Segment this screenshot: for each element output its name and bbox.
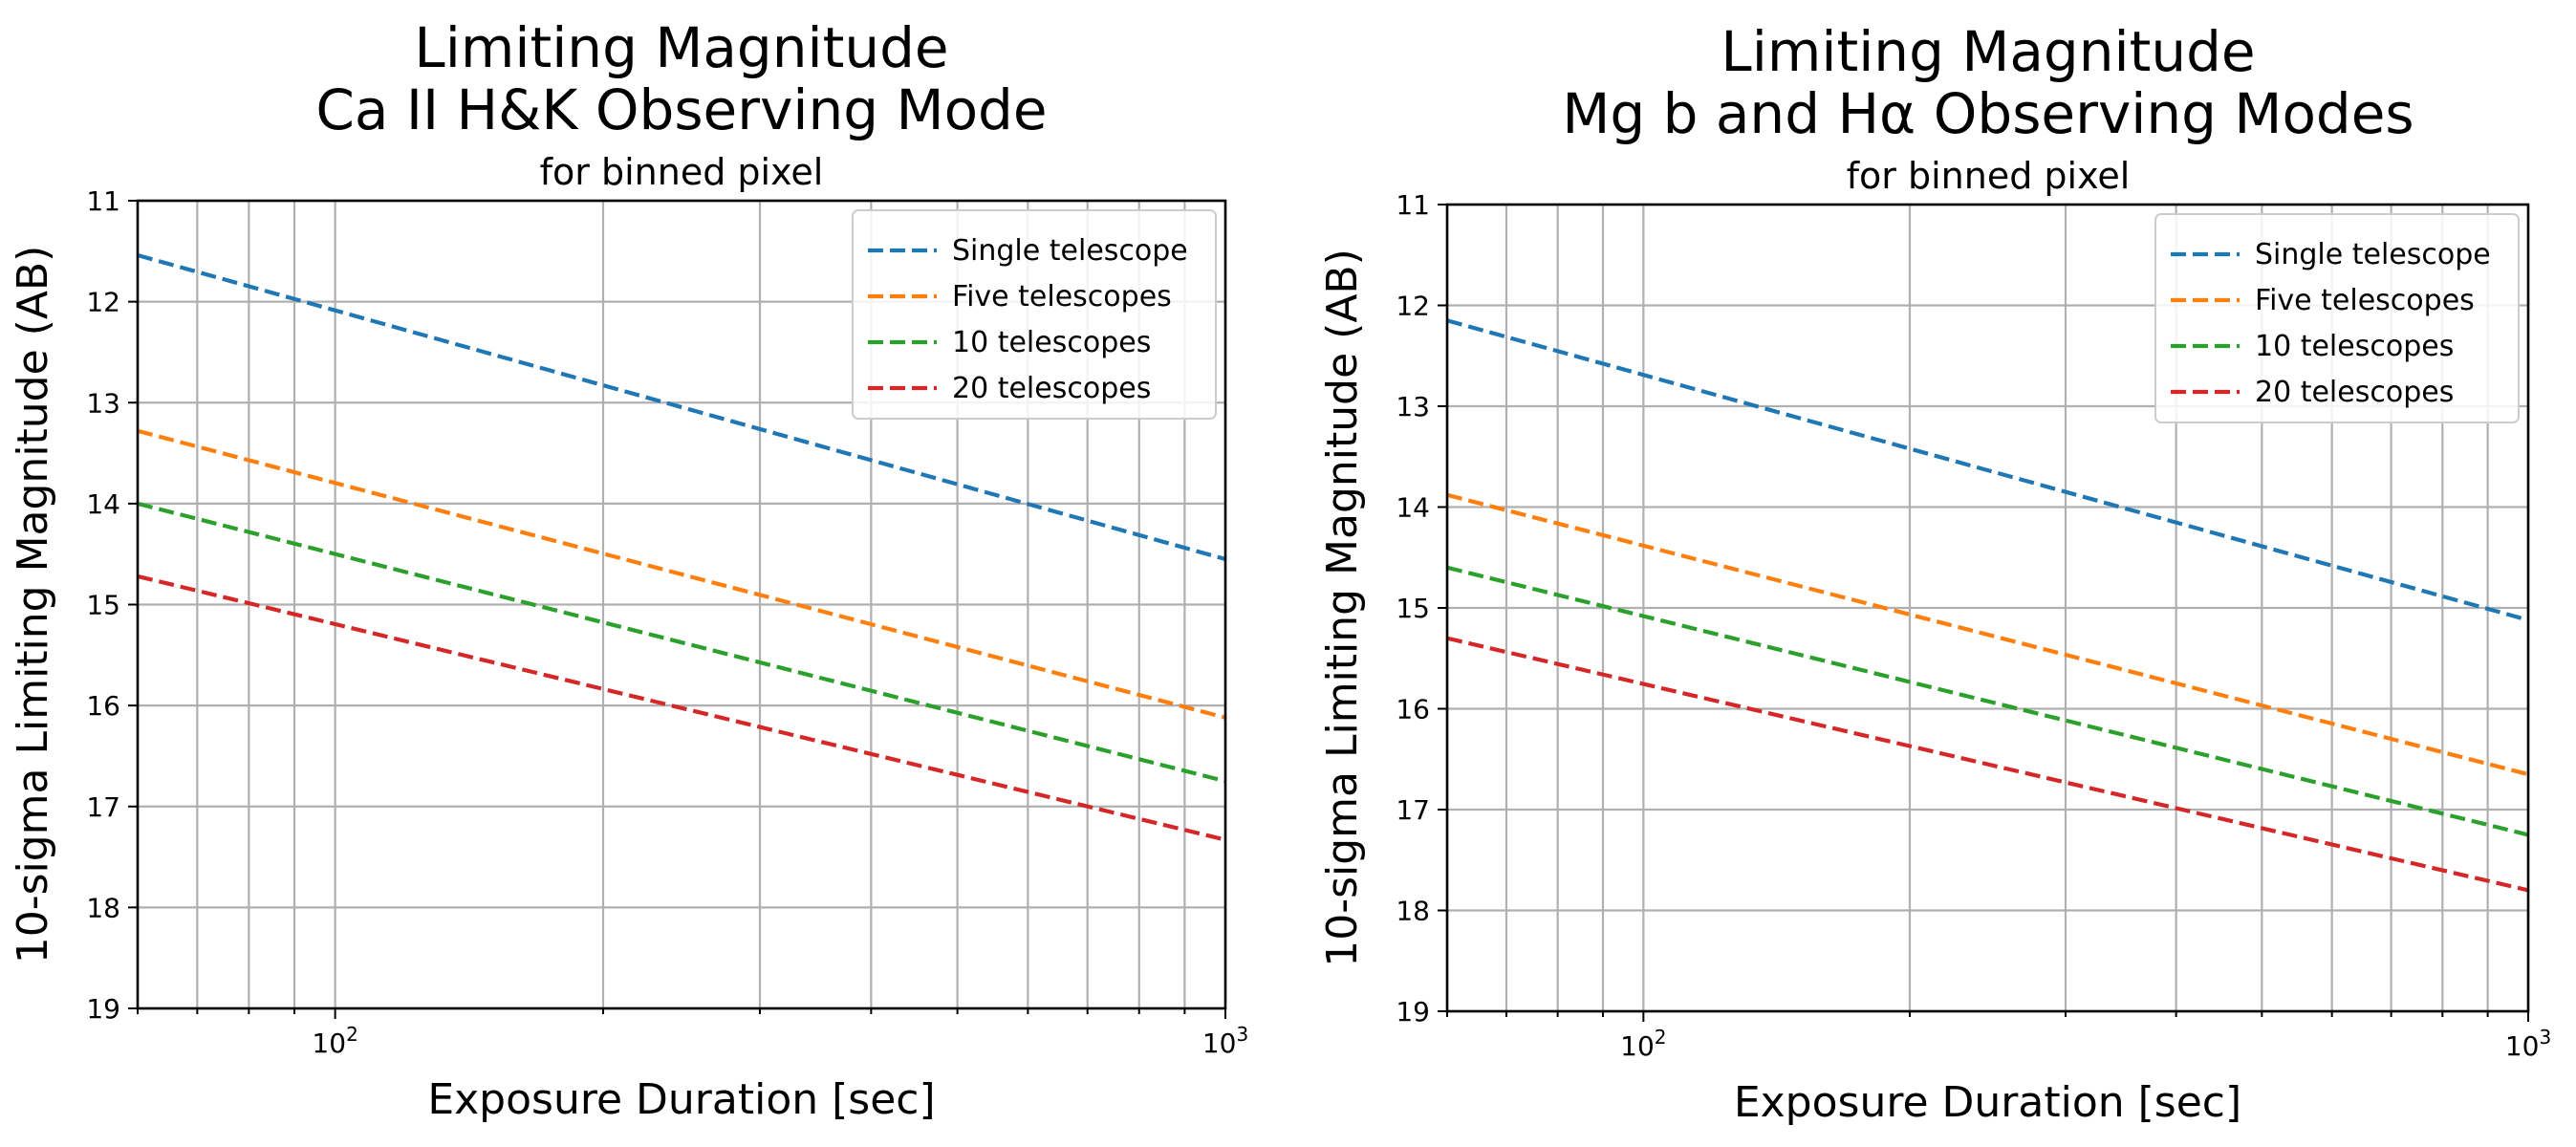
chart-title: Limiting Magnitude: [414, 15, 948, 80]
y-tick-label: 19: [86, 993, 120, 1025]
y-tick-label: 17: [86, 791, 120, 823]
chart-subtitle: for binned pixel: [540, 151, 824, 193]
series-line-2: [1446, 492, 2529, 777]
x-axis-label: Exposure Duration [sec]: [1734, 1078, 2241, 1127]
y-tick-label: 16: [1396, 694, 1430, 725]
x-tick-label: 102: [1620, 1026, 1666, 1062]
chart-subtitle: for binned pixel: [1847, 155, 2131, 197]
legend-box: [852, 209, 1217, 420]
y-tick-label: 12: [86, 287, 120, 318]
legend-box: [2154, 213, 2520, 423]
y-tick-label: 16: [86, 690, 120, 722]
chart-title-mode: Ca II H&K Observing Mode: [315, 77, 1047, 142]
legend-label: 20 telescopes: [952, 372, 1151, 405]
x-tick-label: 103: [2505, 1026, 2551, 1062]
x-axis-label: Exposure Duration [sec]: [427, 1075, 935, 1124]
series-line-1: [1446, 318, 2529, 622]
y-tick-label: 15: [86, 590, 120, 621]
y-tick-label: 12: [1396, 291, 1430, 322]
y-tick-label: 14: [1396, 492, 1430, 524]
y-tick-label: 19: [1396, 996, 1430, 1028]
legend-label: Five telescopes: [2255, 284, 2475, 317]
y-tick-label: 18: [1396, 896, 1430, 927]
x-tick-label: 102: [312, 1023, 357, 1059]
series-line-4: [137, 574, 1226, 842]
legend-label: Single telescope: [952, 234, 1188, 268]
legend-label: 10 telescopes: [2255, 330, 2454, 363]
y-tick-label: 11: [86, 185, 120, 217]
series-line-2: [137, 428, 1226, 720]
y-tick-label: 18: [86, 892, 120, 923]
series-line-3: [1446, 565, 2529, 837]
chart-title: Limiting Magnitude: [1721, 19, 2255, 84]
legend-label: 10 telescopes: [952, 326, 1151, 359]
chart-title-mode: Mg b and Hα Observing Modes: [1562, 81, 2414, 146]
y-axis-label: 10-sigma Limiting Magnitude (AB): [9, 246, 57, 964]
legend-label: Single telescope: [2255, 238, 2491, 271]
y-tick-label: 14: [86, 488, 120, 520]
series-line-4: [1446, 636, 2529, 893]
y-tick-label: 17: [1396, 794, 1430, 826]
y-tick-label: 13: [86, 387, 120, 419]
series-line-1: [137, 252, 1226, 562]
legend: Single telescope Five telescopes 10 telesc…: [2154, 213, 2520, 423]
x-tick-label: 103: [1202, 1023, 1248, 1059]
y-tick-label: 15: [1396, 593, 1430, 624]
y-axis-label: 10-sigma Limiting Magnitude (AB): [1318, 249, 1367, 967]
legend: Single telescope Five telescopes 10 telesc…: [852, 209, 1217, 420]
legend-label: Five telescopes: [952, 280, 1172, 314]
y-tick-label: 13: [1396, 391, 1430, 422]
y-tick-label: 11: [1396, 189, 1430, 221]
series-line-3: [137, 501, 1226, 784]
legend-label: 20 telescopes: [2255, 376, 2454, 409]
